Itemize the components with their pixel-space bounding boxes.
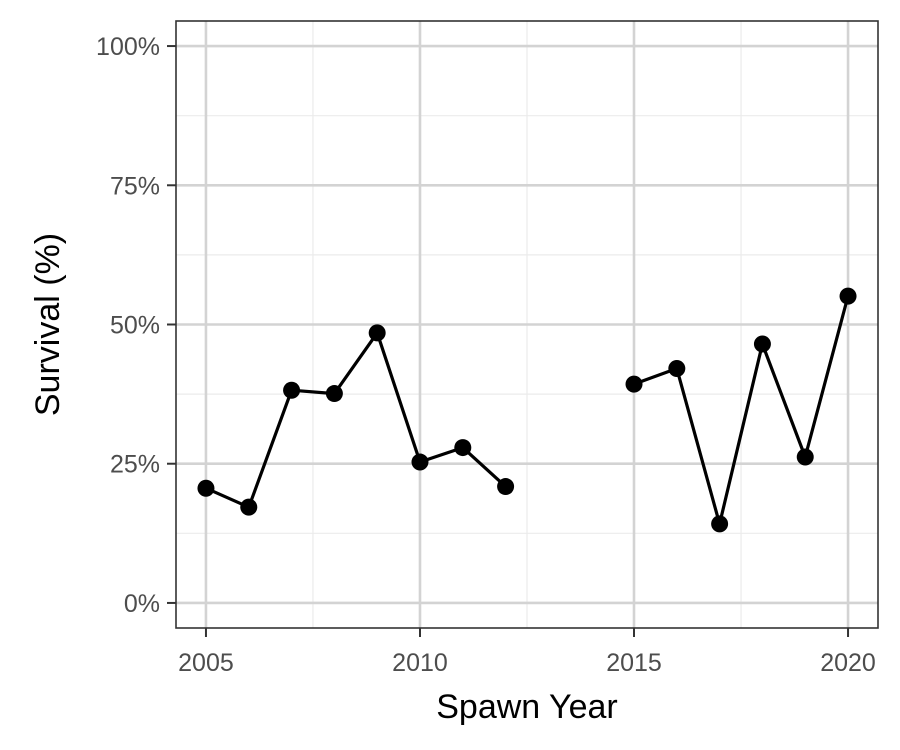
x-tick-label: 2020 bbox=[820, 649, 876, 677]
data-point bbox=[454, 439, 472, 457]
data-point bbox=[753, 335, 771, 353]
data-point bbox=[197, 479, 215, 497]
data-point bbox=[625, 375, 643, 393]
y-tick-label: 100% bbox=[96, 33, 160, 61]
major-gridlines bbox=[176, 21, 878, 628]
data-point bbox=[411, 453, 429, 471]
y-tick-label: 75% bbox=[110, 172, 160, 200]
data-point bbox=[668, 359, 686, 377]
data-point bbox=[368, 324, 386, 342]
y-tick-label: 0% bbox=[124, 590, 160, 618]
data-point bbox=[497, 478, 515, 496]
data-point bbox=[325, 385, 343, 403]
x-axis: 2005 2010 2015 2020 bbox=[178, 628, 876, 677]
series-points bbox=[197, 287, 857, 533]
y-tick-label: 50% bbox=[110, 312, 160, 340]
data-point bbox=[240, 498, 258, 516]
y-axis-title: Survival (%) bbox=[29, 233, 67, 416]
x-tick-label: 2005 bbox=[178, 649, 234, 677]
data-point bbox=[711, 515, 729, 533]
data-point bbox=[283, 381, 301, 399]
x-tick-label: 2015 bbox=[606, 649, 662, 677]
x-tick-label: 2010 bbox=[392, 649, 448, 677]
y-axis: 0% 25% 50% 75% 100% bbox=[96, 33, 176, 618]
x-axis-title: Spawn Year bbox=[436, 688, 618, 726]
data-point bbox=[796, 448, 814, 466]
y-tick-label: 25% bbox=[110, 451, 160, 479]
data-point bbox=[839, 287, 857, 305]
